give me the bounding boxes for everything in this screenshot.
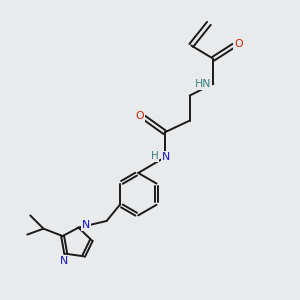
Text: HN: HN <box>195 79 211 89</box>
Text: O: O <box>135 111 144 121</box>
Text: O: O <box>234 39 243 49</box>
Text: N: N <box>162 152 170 162</box>
Text: N: N <box>82 220 90 230</box>
Text: N: N <box>60 256 68 266</box>
Text: H: H <box>151 151 158 161</box>
